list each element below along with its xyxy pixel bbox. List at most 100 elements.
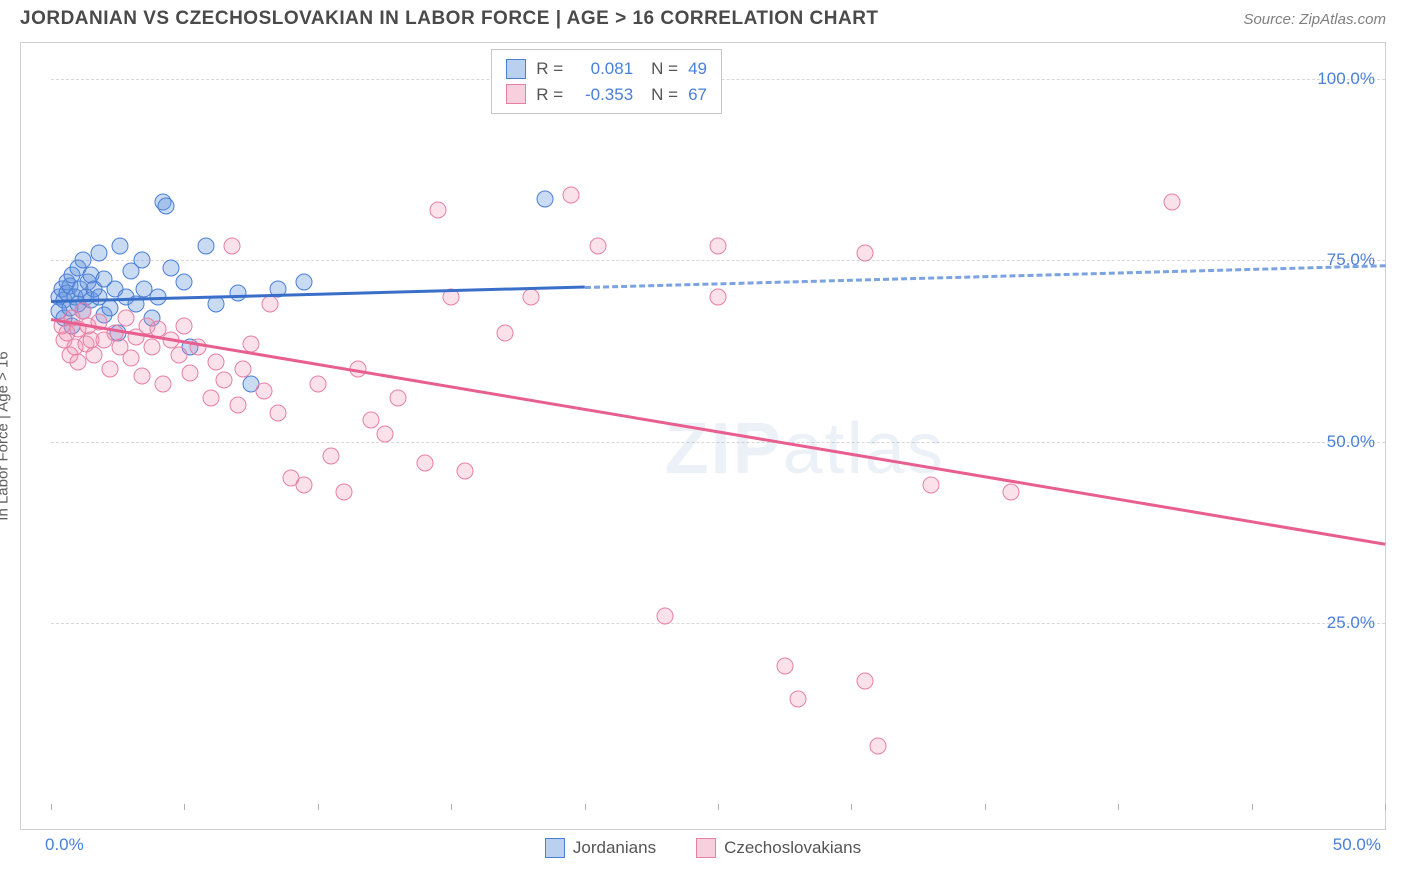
data-point [224,237,241,254]
data-point [155,375,172,392]
data-point [133,368,150,385]
data-point [256,382,273,399]
data-point [416,455,433,472]
data-point [656,607,673,624]
data-point [589,237,606,254]
data-point [456,462,473,479]
x-tick [184,804,185,810]
data-point [563,187,580,204]
data-point [389,390,406,407]
data-point [197,237,214,254]
r-label: R = [536,82,563,108]
x-tick [851,804,852,810]
data-point [101,299,118,316]
data-point [1003,484,1020,501]
data-point [229,397,246,414]
data-point [85,346,102,363]
data-point [536,190,553,207]
gridline [51,623,1385,624]
data-point [1163,194,1180,211]
y-tick-label: 100.0% [1317,69,1375,89]
stats-swatch [506,84,526,104]
data-point [181,364,198,381]
data-point [856,672,873,689]
data-point [229,285,246,302]
gridline [51,260,1385,261]
data-point [323,448,340,465]
x-tick [51,804,52,810]
chart-container: In Labor Force | Age > 16 25.0%50.0%75.0… [20,42,1386,830]
data-point [235,361,252,378]
data-point [870,738,887,755]
data-point [269,404,286,421]
data-point [710,288,727,305]
data-point [776,658,793,675]
x-tick [318,804,319,810]
data-point [856,245,873,262]
trendline-blue-dash [585,264,1385,289]
data-point [133,252,150,269]
x-tick [451,804,452,810]
data-point [176,274,193,291]
data-point [336,484,353,501]
plot-area: 25.0%50.0%75.0%100.0%ZIPatlasR =0.081N =… [51,43,1385,804]
data-point [923,477,940,494]
data-point [216,372,233,389]
data-point [429,201,446,218]
x-tick [585,804,586,810]
data-point [790,690,807,707]
x-tick [718,804,719,810]
trendline-pink-solid [51,318,1385,546]
gridline [51,442,1385,443]
y-tick-label: 25.0% [1327,613,1375,633]
legend-swatch-pink [696,838,716,858]
data-point [203,390,220,407]
watermark: ZIPatlas [665,408,945,490]
data-point [363,411,380,428]
data-point [309,375,326,392]
stats-swatch [506,59,526,79]
data-point [171,346,188,363]
y-tick-label: 50.0% [1327,432,1375,452]
data-point [710,237,727,254]
x-tick [1118,804,1119,810]
data-point [523,288,540,305]
x-tick [1385,804,1386,810]
data-point [123,350,140,367]
data-point [112,237,129,254]
n-label: N = [651,82,678,108]
legend-item-czechoslovakians: Czechoslovakians [696,838,861,858]
legend-label: Jordanians [573,838,656,858]
data-point [376,426,393,443]
data-point [101,361,118,378]
source-label: Source: ZipAtlas.com [1243,11,1386,28]
data-point [69,353,86,370]
r-label: R = [536,56,563,82]
stats-row: R =0.081N =49 [506,56,707,82]
x-axis-max-label: 50.0% [1333,835,1381,855]
x-tick [1252,804,1253,810]
data-point [208,353,225,370]
n-value: 67 [688,82,707,108]
data-point [91,245,108,262]
data-point [261,295,278,312]
data-point [157,198,174,215]
data-point [163,259,180,276]
stats-row: R = -0.353 N = 67 [506,82,707,108]
data-point [144,339,161,356]
r-value: -0.353 [573,82,633,108]
x-axis-min-label: 0.0% [45,835,84,855]
legend-label: Czechoslovakians [724,838,861,858]
x-tick [985,804,986,810]
bottom-legend: Jordanians Czechoslovakians [0,838,1406,858]
data-point [296,477,313,494]
data-point [496,324,513,341]
title-bar: JORDANIAN VS CZECHOSLOVAKIAN IN LABOR FO… [0,0,1406,34]
data-point [176,317,193,334]
data-point [117,310,134,327]
data-point [296,274,313,291]
y-axis-label: In Labor Force | Age > 16 [0,351,12,520]
r-value: 0.081 [573,56,633,82]
n-value: 49 [688,56,707,82]
legend-item-jordanians: Jordanians [545,838,656,858]
